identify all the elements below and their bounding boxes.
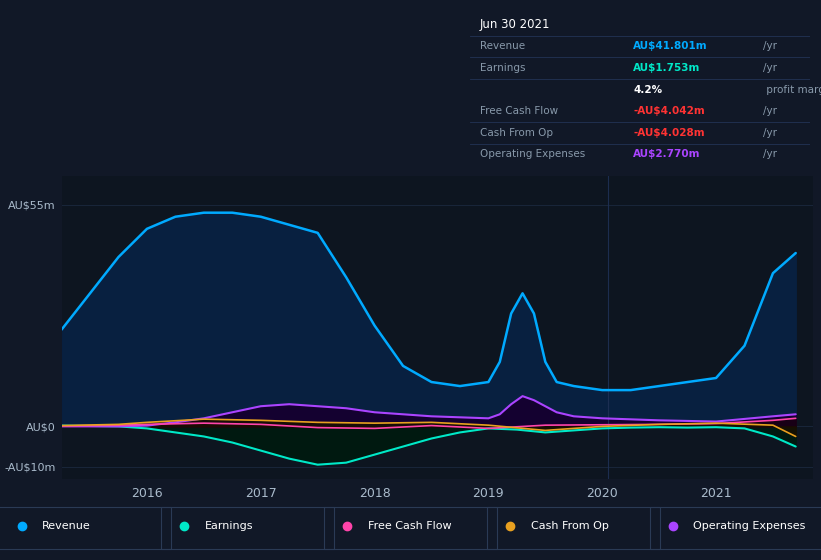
Text: /yr: /yr bbox=[763, 106, 777, 116]
Text: Operating Expenses: Operating Expenses bbox=[479, 150, 585, 160]
Text: Operating Expenses: Operating Expenses bbox=[694, 521, 806, 531]
Text: 4.2%: 4.2% bbox=[633, 85, 663, 95]
Text: Revenue: Revenue bbox=[42, 521, 91, 531]
Text: Free Cash Flow: Free Cash Flow bbox=[368, 521, 452, 531]
Text: /yr: /yr bbox=[763, 150, 777, 160]
Text: Jun 30 2021: Jun 30 2021 bbox=[479, 18, 550, 31]
Text: AU$2.770m: AU$2.770m bbox=[633, 150, 700, 160]
Text: AU$1.753m: AU$1.753m bbox=[633, 63, 700, 73]
Text: -AU$4.042m: -AU$4.042m bbox=[633, 106, 705, 116]
Text: /yr: /yr bbox=[763, 128, 777, 138]
Text: Revenue: Revenue bbox=[479, 41, 525, 52]
Text: /yr: /yr bbox=[763, 63, 777, 73]
Text: Cash From Op: Cash From Op bbox=[530, 521, 608, 531]
Text: Cash From Op: Cash From Op bbox=[479, 128, 553, 138]
Text: profit margin: profit margin bbox=[763, 85, 821, 95]
Text: /yr: /yr bbox=[763, 41, 777, 52]
Text: Earnings: Earnings bbox=[479, 63, 525, 73]
Text: AU$41.801m: AU$41.801m bbox=[633, 41, 708, 52]
Text: -AU$4.028m: -AU$4.028m bbox=[633, 128, 704, 138]
Text: Earnings: Earnings bbox=[205, 521, 254, 531]
Text: Free Cash Flow: Free Cash Flow bbox=[479, 106, 558, 116]
